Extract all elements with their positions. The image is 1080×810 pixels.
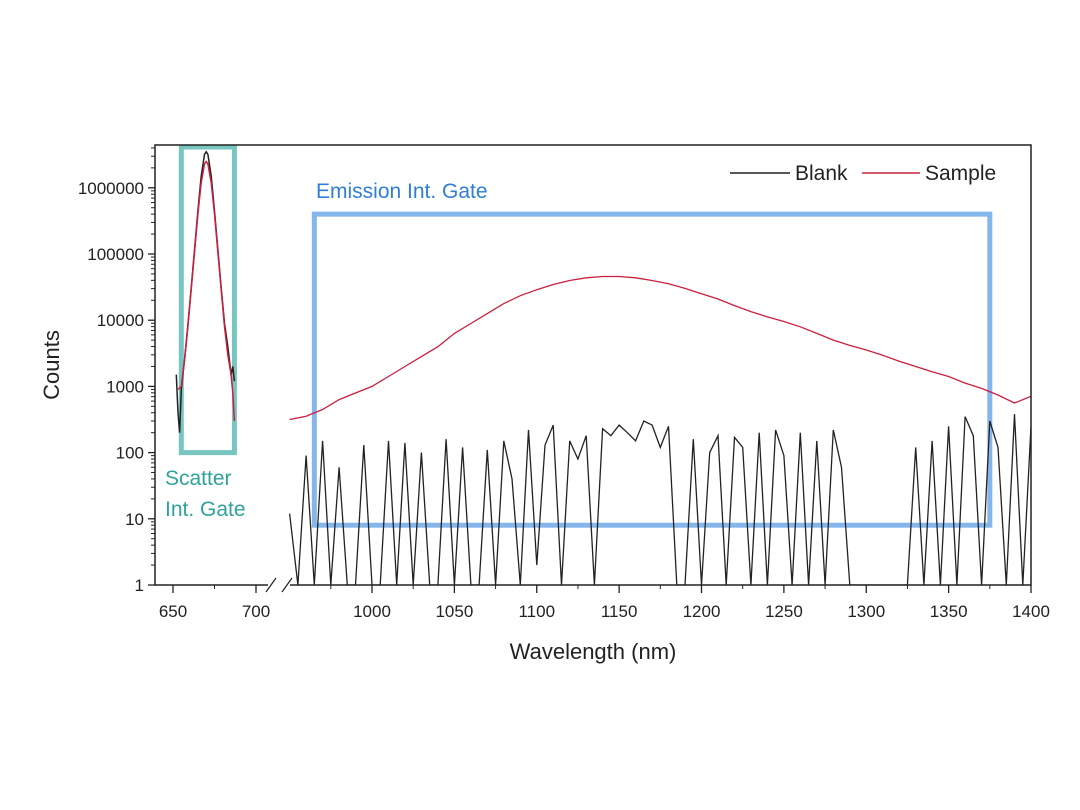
- x-tick-label: 1150: [601, 602, 638, 621]
- x-tick-label: 650: [159, 602, 187, 621]
- x-tick-label: 1050: [435, 602, 473, 621]
- emission-gate-box: [311, 211, 993, 528]
- x-tick-label: 1350: [930, 602, 968, 621]
- y-tick-label: 1: [135, 576, 144, 595]
- axis-break-mark: [281, 577, 293, 593]
- legend-label-sample: Sample: [925, 162, 996, 185]
- x-tick-label: 1000: [353, 602, 391, 621]
- x-tick-label: 1100: [518, 602, 555, 621]
- x-axis-label: Wavelength (nm): [510, 639, 677, 664]
- y-tick-label: 10: [125, 510, 144, 529]
- legend: Blank Sample: [730, 162, 996, 185]
- axis-break-mark: [265, 577, 277, 593]
- y-tick-label: 100000: [87, 245, 144, 264]
- x-tick-label: 1200: [683, 602, 721, 621]
- plot-frame: [154, 144, 1032, 586]
- y-tick-label: 1000000: [78, 179, 144, 198]
- scatter-gate-label: Int. Gate: [165, 498, 246, 521]
- x-tick-label: 1300: [847, 602, 885, 621]
- blank-scatter-line: [175, 150, 236, 433]
- y-tick-label: 10000: [97, 311, 144, 330]
- y-tick-label: 100: [116, 444, 144, 463]
- scatter-gate-label: Scatter: [165, 467, 232, 490]
- sample-scatter-line: [177, 160, 236, 422]
- scatter-gate-box: [178, 144, 237, 456]
- blank-emission-line: [288, 414, 1031, 585]
- sample-emission-line: [289, 275, 1031, 421]
- x-tick-label: 1400: [1012, 602, 1050, 621]
- x-tick-label: 700: [242, 602, 270, 621]
- x-tick-label: 1250: [765, 602, 803, 621]
- y-axis-label: Counts: [39, 330, 64, 400]
- y-tick-label: 1000: [106, 377, 144, 396]
- legend-label-blank: Blank: [795, 162, 848, 185]
- emission-gate-label: Emission Int. Gate: [316, 180, 488, 203]
